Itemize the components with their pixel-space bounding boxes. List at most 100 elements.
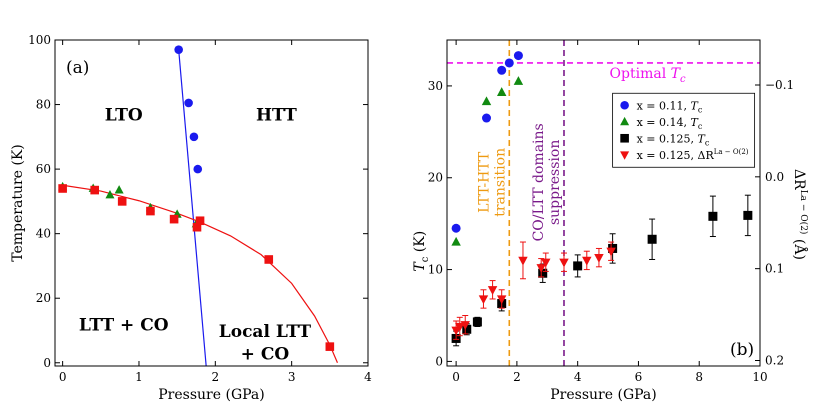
- data-point-b1-0: [451, 236, 461, 246]
- y2-tick-label: 0.1: [765, 262, 784, 276]
- data-point-a0-3: [193, 164, 203, 174]
- legend-box: [612, 92, 756, 168]
- data-point-b3-12: [606, 247, 616, 257]
- data-point-b3-8: [541, 258, 551, 268]
- x-tick-label: 4: [364, 370, 372, 384]
- data-point-a0-2: [189, 132, 199, 142]
- data-point-b3-5: [496, 295, 507, 305]
- x-tick-label: 8: [695, 370, 703, 384]
- y-tick-label: 20: [36, 291, 51, 305]
- legend-entry-label: x = 0.125, ΔRLa − O(2): [637, 148, 749, 162]
- legend-marker: [620, 151, 630, 160]
- data-point-b3-9: [559, 258, 569, 268]
- legend-entry-label: x = 0.14, Tc: [637, 116, 703, 131]
- data-point-a2-0: [58, 184, 67, 193]
- panel-b-y-axis-label: Tc (K): [412, 231, 431, 272]
- x-tick-label: 6: [635, 370, 643, 384]
- y2-tick-label: 0.2: [765, 353, 784, 367]
- data-point-b3-2: [460, 321, 470, 330]
- y-tick-label: 80: [36, 98, 51, 112]
- y-tick-label: 0: [43, 356, 51, 370]
- x-tick-label: 2: [513, 370, 521, 384]
- data-point-b3-7: [536, 264, 546, 273]
- y-tick-label: 30: [428, 79, 443, 93]
- panel-b-label: (b): [730, 340, 754, 360]
- y-tick-label: 60: [36, 162, 51, 176]
- panel-b: Optimal Tc LTT-HTTtransition CO/LTT domain…: [412, 39, 809, 403]
- panel-a-region-labels: LTO HTT LTT + CO Local LTT + CO: [79, 106, 312, 365]
- data-point-b0-1: [482, 113, 492, 123]
- region-label: LTO: [105, 106, 143, 126]
- region-label: HTT: [256, 106, 297, 126]
- data-point-b3-11: [594, 254, 604, 263]
- data-point-a2-1: [90, 185, 99, 195]
- y-tick-label: 20: [428, 171, 443, 185]
- panel-a-y-axis-label: Temperature (K): [10, 144, 26, 262]
- y-tick-label: 100: [28, 33, 51, 47]
- y2-tick-label: 0.0: [765, 170, 784, 184]
- data-point-a2-5: [192, 222, 202, 232]
- legend-marker: [620, 133, 629, 143]
- panel-b-reference-lines: Optimal Tc LTT-HTTtransition CO/LTT domain…: [447, 40, 760, 366]
- data-point-a1-3: [114, 185, 124, 194]
- x-tick-label: 0: [59, 370, 67, 384]
- legend-marker: [620, 116, 630, 126]
- data-point-b3-6: [518, 256, 528, 266]
- y-tick-label: 0: [435, 354, 443, 368]
- data-point-a0-1: [184, 98, 193, 108]
- panel-b-frame: [446, 39, 761, 367]
- data-point-b2-2: [472, 317, 482, 327]
- data-point-b1-3: [513, 76, 524, 85]
- phase-boundary-label: CO/LTT domainssuppression: [531, 123, 563, 241]
- data-point-a2-3: [146, 206, 155, 216]
- data-point-b2-7: [647, 234, 657, 244]
- data-point-a2-6: [195, 216, 205, 226]
- data-point-b0-2: [497, 65, 507, 75]
- data-point-b3-10: [582, 256, 592, 266]
- data-point-a2-4: [169, 214, 179, 224]
- data-point-a2-2: [117, 197, 127, 206]
- data-point-b0-4: [513, 51, 523, 61]
- panel-b-right-axis-label: ΔRLa − O(2) (Å): [791, 169, 809, 260]
- data-point-a0-0: [174, 45, 183, 54]
- x-tick-label: 4: [574, 370, 582, 384]
- y-tick-label: 10: [428, 263, 443, 277]
- region-label: LTT + CO: [79, 315, 169, 335]
- panel-b-x-axis-label: Pressure (GPa): [550, 387, 656, 403]
- panel-b-data-points: [451, 51, 753, 347]
- panel-a-label: (a): [66, 58, 89, 78]
- x-tick-label: 2: [211, 370, 219, 384]
- legend-entry-label: x = 0.125, Tc: [637, 132, 710, 147]
- data-point-b3-1: [455, 322, 465, 332]
- data-point-b2-4: [538, 268, 548, 278]
- x-tick-label: 3: [288, 370, 296, 384]
- phase-boundary-label: LTT-HTTtransition: [476, 148, 508, 217]
- data-point-a1-2: [105, 189, 115, 199]
- data-point-a2-8: [325, 342, 335, 351]
- legend-marker: [620, 100, 629, 110]
- legend-entry-label: x = 0.11, Tc: [637, 99, 703, 114]
- x-tick-label: 1: [135, 370, 143, 384]
- data-point-b0-3: [504, 58, 514, 68]
- data-point-b2-8: [708, 211, 718, 221]
- data-point-b1-1: [481, 96, 492, 106]
- y2-tick-label: −0.1: [765, 78, 794, 92]
- panel-a-x-axis-label: Pressure (GPa): [158, 387, 264, 403]
- data-point-b3-4: [487, 286, 498, 295]
- fit-line-0: [178, 49, 207, 367]
- region-label: + CO: [241, 345, 290, 365]
- region-label: Local LTT: [219, 322, 312, 342]
- y-tick-label: 40: [36, 227, 51, 241]
- panel-a-data-points: [58, 45, 335, 351]
- data-point-b2-1: [462, 324, 472, 334]
- panel-b-legend: x = 0.11, Tc x = 0.14, Tcx = 0.125, Tcx =…: [612, 92, 756, 168]
- x-tick-label: 0: [452, 370, 460, 384]
- data-point-b3-3: [478, 295, 489, 305]
- panel-b-ticks: 0 2 4 6 8 10 0 10 20 30 −0.1 0.0 0.1 0.2: [428, 40, 794, 384]
- x-tick-label: 10: [752, 370, 767, 384]
- data-point-b0-0: [451, 223, 461, 233]
- data-point-b2-5: [573, 261, 583, 271]
